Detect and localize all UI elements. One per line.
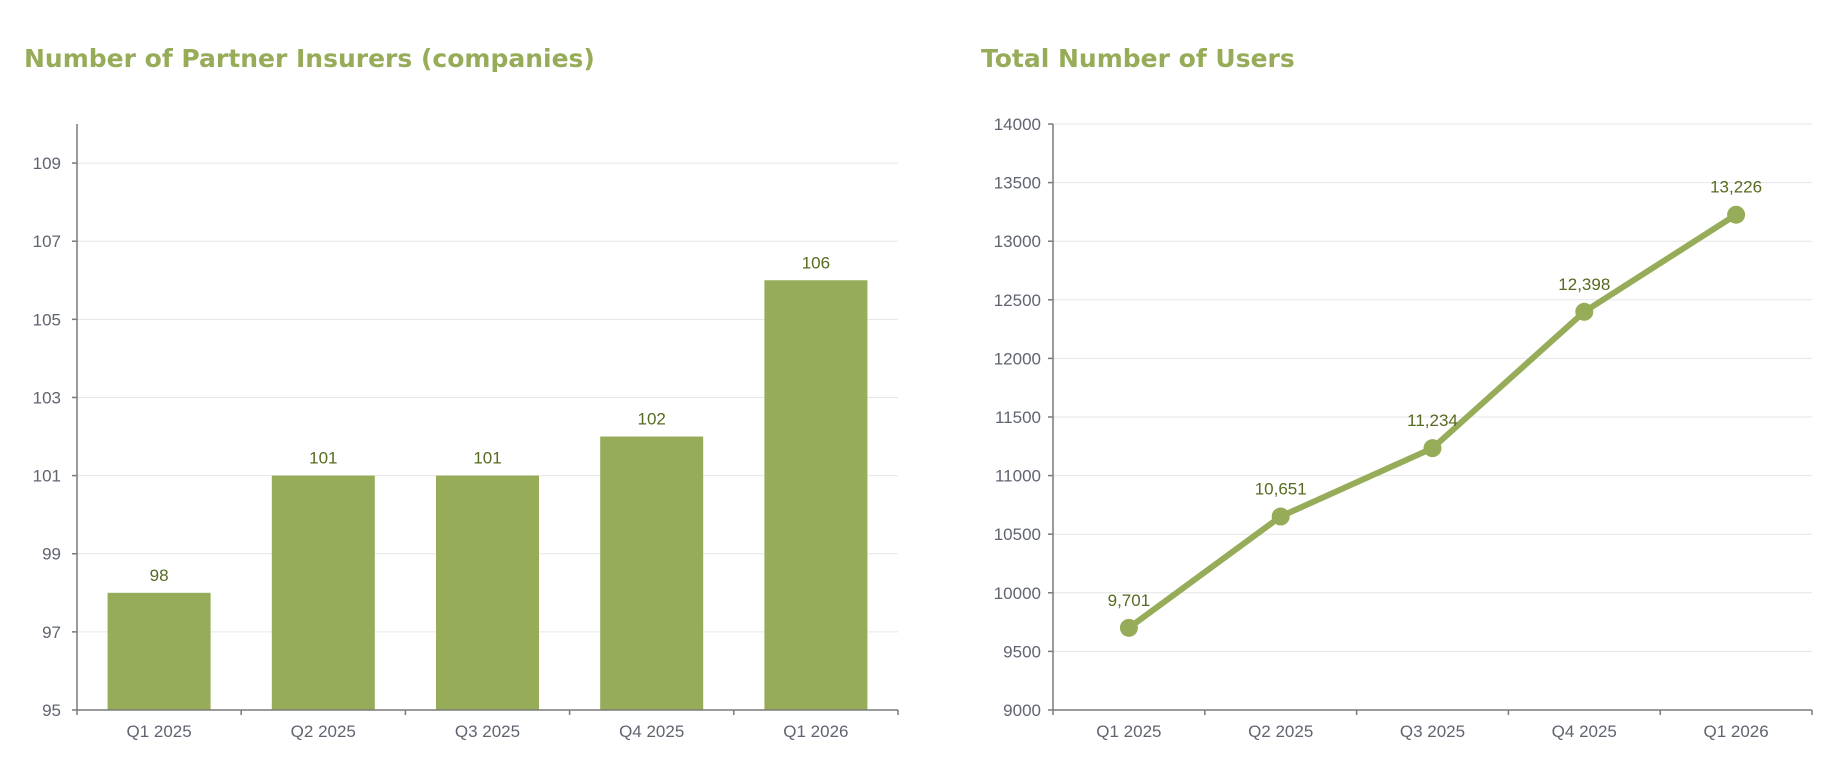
y-tick-label: 95 [42, 701, 61, 720]
y-tick-label: 109 [33, 154, 61, 173]
bar [271, 475, 375, 710]
data-point [1575, 302, 1594, 321]
data-label: 102 [638, 410, 666, 429]
data-label: 13,226 [1710, 178, 1762, 197]
y-tick-label: 10500 [994, 525, 1041, 544]
data-label: 11,234 [1407, 411, 1458, 430]
y-tick-label: 14000 [994, 115, 1041, 134]
y-tick-label: 11500 [995, 408, 1041, 427]
x-tick-label: Q4 2025 [619, 722, 684, 741]
data-point [1271, 507, 1290, 526]
y-tick-label: 99 [42, 545, 61, 564]
y-tick-label: 101 [33, 467, 61, 486]
x-tick-label: Q2 2025 [1248, 722, 1313, 741]
x-tick-label: Q1 2025 [1096, 722, 1161, 741]
y-tick-label: 105 [33, 310, 61, 329]
y-tick-label: 9000 [1003, 701, 1041, 720]
y-tick-label: 9500 [1003, 642, 1041, 661]
x-tick-label: Q3 2025 [455, 722, 520, 741]
x-tick-label: Q1 2025 [126, 722, 191, 741]
y-tick-label: 11000 [995, 467, 1041, 486]
bar [107, 592, 211, 710]
y-tick-label: 12500 [994, 291, 1041, 310]
bar [600, 436, 704, 710]
x-tick-label: Q3 2025 [1400, 722, 1465, 741]
y-tick-label: 12000 [994, 349, 1041, 368]
data-label: 12,398 [1558, 275, 1610, 294]
data-point [1119, 618, 1138, 637]
data-point [1423, 439, 1442, 458]
bar-chart-title: Number of Partner Insurers (companies) [24, 44, 595, 73]
x-tick-label: Q2 2025 [291, 722, 356, 741]
data-label: 101 [473, 449, 501, 468]
y-tick-label: 13500 [994, 174, 1041, 193]
partner-insurers-bar-chart: 95 97 99 101 103 105 107 109 98 Q1 2025 101 Q2 2025… [33, 124, 899, 741]
data-label: 10,651 [1255, 480, 1307, 499]
bar [764, 280, 868, 710]
bar [436, 475, 539, 710]
y-tick-label: 107 [33, 232, 61, 251]
y-tick-label: 103 [33, 388, 61, 407]
data-label: 106 [802, 253, 830, 272]
data-label: 98 [150, 566, 169, 585]
y-tick-label: 97 [42, 623, 61, 642]
x-tick-label: Q1 2026 [1703, 722, 1768, 741]
data-point [1727, 205, 1746, 224]
line-chart-title: Total Number of Users [981, 44, 1295, 73]
y-tick-label: 10000 [994, 584, 1041, 603]
data-label: 101 [309, 449, 337, 468]
x-tick-label: Q4 2025 [1552, 722, 1617, 741]
data-label: 9,701 [1108, 591, 1151, 610]
x-tick-label: Q1 2026 [783, 722, 848, 741]
y-tick-label: 13000 [994, 232, 1041, 251]
